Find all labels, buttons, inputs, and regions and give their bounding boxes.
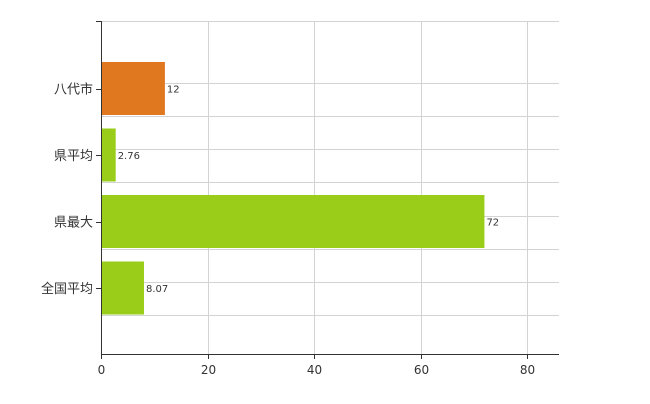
category-label: 八代市 [54,82,93,98]
bar [101,261,144,315]
bar-layer [101,62,485,315]
category-label: 県最大 [54,216,93,231]
bar-value-label: 72 [486,218,499,229]
x-tick-label: 60 [414,363,429,377]
bar-value-label: 2.76 [118,151,140,162]
bar [101,195,485,248]
bar [101,128,116,182]
x-tick-label: 0 [98,363,106,377]
label-layer: 0 20 40 60 80 12 八代市 2.76 県平均 72 県最大 8.07 全国平均 [41,82,535,378]
category-label: 県平均 [54,149,93,164]
grid-layer [101,21,559,354]
bar-value-label: 8.07 [146,284,168,295]
category-label: 全国平均 [41,281,93,297]
bar-value-label: 12 [167,85,180,96]
x-tick-label: 20 [201,363,216,377]
bar [101,62,165,115]
x-tick-label: 80 [520,363,535,377]
x-tick-label: 40 [307,363,322,377]
axis-layer [96,21,559,359]
